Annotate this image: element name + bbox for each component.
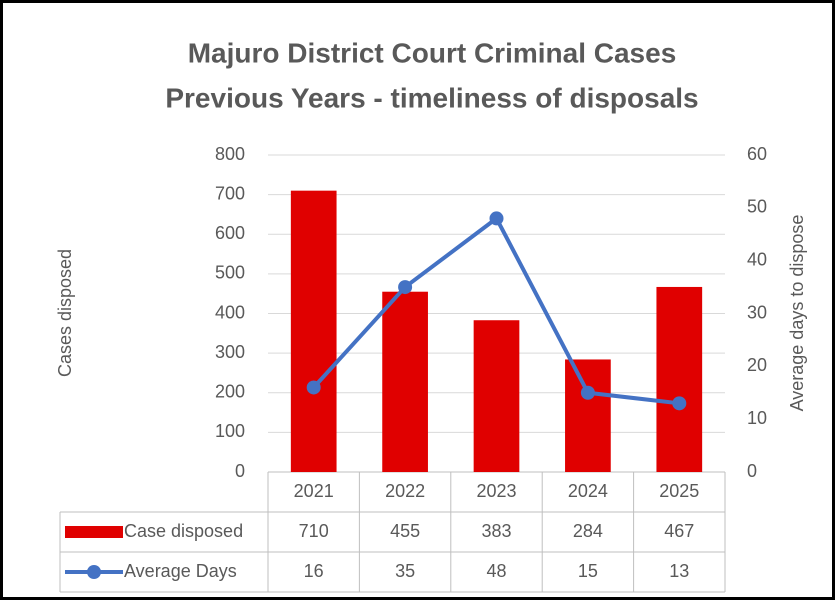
table-value: 455 bbox=[390, 521, 420, 541]
line-point bbox=[489, 211, 504, 226]
bar bbox=[290, 190, 337, 472]
y-tick-label: 300 bbox=[215, 342, 245, 362]
table-value: 15 bbox=[578, 561, 598, 581]
x-tick-label: 2024 bbox=[568, 481, 608, 501]
y-tick-label: 600 bbox=[215, 223, 245, 243]
y-tick-label: 500 bbox=[215, 263, 245, 283]
y-tick-label: 400 bbox=[215, 302, 245, 322]
table-value: 383 bbox=[481, 521, 511, 541]
y-tick-label: 700 bbox=[215, 183, 245, 203]
legend-key bbox=[87, 565, 101, 579]
y-tick-label: 100 bbox=[215, 421, 245, 441]
y-tick-label: 800 bbox=[215, 144, 245, 164]
y2-axis-title: Average days to dispose bbox=[787, 215, 807, 412]
y-axis-title: Cases disposed bbox=[55, 249, 75, 377]
y2-tick-label: 20 bbox=[747, 355, 767, 375]
line-point bbox=[672, 396, 687, 411]
line-point bbox=[398, 280, 413, 295]
y-tick-label: 200 bbox=[215, 382, 245, 402]
chart-subtitle: Previous Years - timeliness of disposals bbox=[165, 82, 698, 113]
x-tick-label: 2021 bbox=[294, 481, 334, 501]
table-value: 13 bbox=[669, 561, 689, 581]
table-value: 35 bbox=[395, 561, 415, 581]
line-point bbox=[580, 385, 595, 400]
legend-label: Average Days bbox=[124, 561, 237, 581]
y2-tick-label: 60 bbox=[747, 144, 767, 164]
bar bbox=[565, 359, 611, 472]
y2-tick-label: 10 bbox=[747, 408, 767, 428]
y2-tick-label: 0 bbox=[747, 461, 757, 481]
table-value: 467 bbox=[664, 521, 694, 541]
x-tick-label: 2023 bbox=[476, 481, 516, 501]
x-tick-label: 2022 bbox=[385, 481, 425, 501]
bar bbox=[656, 286, 703, 472]
line-point bbox=[306, 380, 321, 395]
table-value: 284 bbox=[573, 521, 603, 541]
legend-label: Case disposed bbox=[124, 521, 243, 541]
y2-tick-label: 40 bbox=[747, 249, 767, 269]
table-value: 710 bbox=[299, 521, 329, 541]
y2-tick-label: 30 bbox=[747, 302, 767, 322]
bar bbox=[382, 291, 428, 472]
bar bbox=[473, 320, 520, 472]
x-tick-label: 2025 bbox=[659, 481, 699, 501]
table-value: 16 bbox=[304, 561, 324, 581]
chart-title: Majuro District Court Criminal Cases bbox=[188, 37, 677, 68]
y-tick-label: 0 bbox=[235, 461, 245, 481]
legend-key bbox=[65, 526, 123, 538]
table-value: 48 bbox=[486, 561, 506, 581]
y2-tick-label: 50 bbox=[747, 197, 767, 217]
